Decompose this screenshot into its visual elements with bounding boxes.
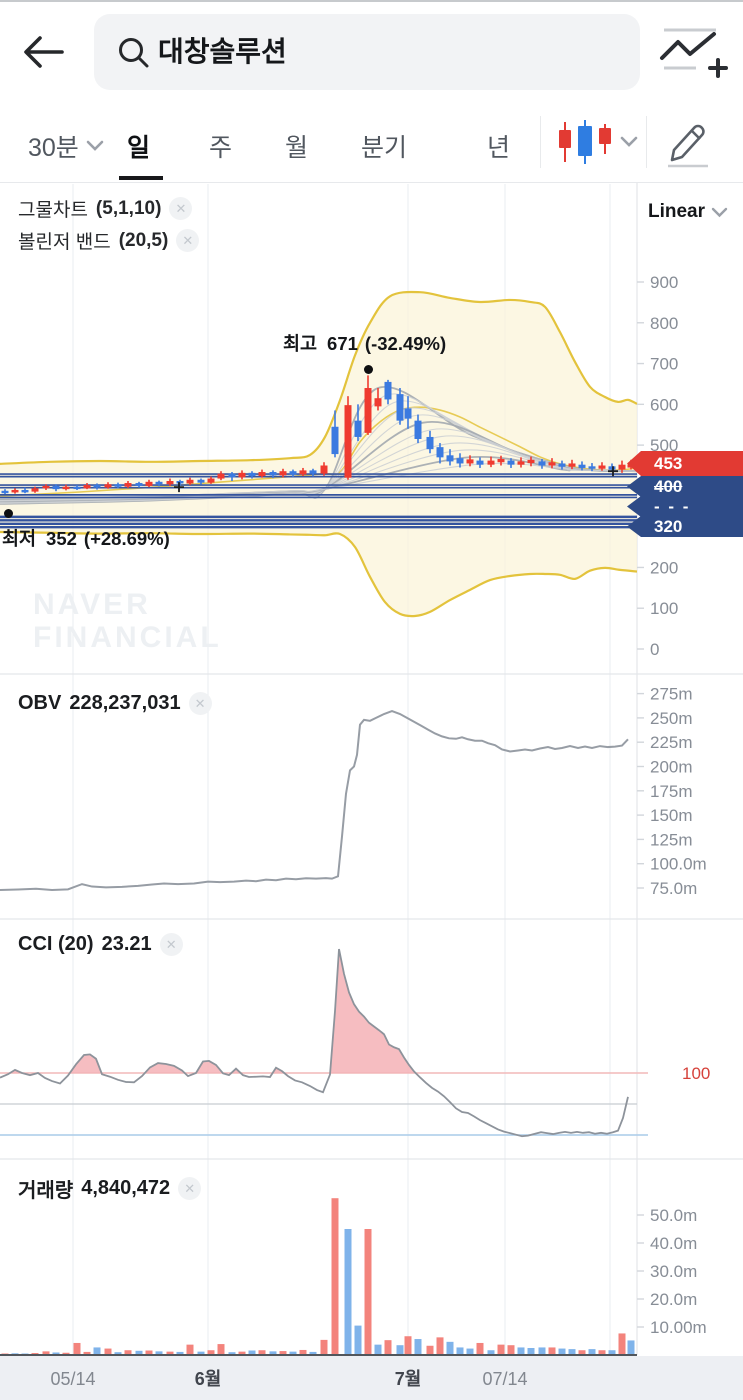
- volume-value: 4,840,472: [81, 1177, 171, 1199]
- svg-text:500: 500: [650, 436, 678, 455]
- high-point-dot: [364, 365, 373, 374]
- svg-text:07/14: 07/14: [482, 1369, 527, 1389]
- svg-text:175m: 175m: [650, 782, 693, 801]
- tab-weekly[interactable]: 주: [209, 134, 233, 162]
- tab-quarterly[interactable]: 분기: [361, 134, 408, 162]
- svg-text:600: 600: [650, 395, 678, 414]
- scale-selector-label: Linear: [648, 201, 706, 222]
- svg-text:700: 700: [650, 355, 678, 374]
- legend-net-chart-close-button[interactable]: ✕: [169, 197, 193, 220]
- pencil-icon: [668, 124, 708, 168]
- svg-text:75.0m: 75.0m: [650, 879, 697, 898]
- cci-value: 23.21: [101, 933, 152, 955]
- candlestick-icon: [559, 120, 638, 164]
- svg-text:275m: 275m: [650, 685, 693, 704]
- obv-close-button[interactable]: ✕: [188, 692, 212, 715]
- selected-tab-underline: [119, 176, 163, 180]
- cci-ref-line-label: 100: [682, 1064, 711, 1083]
- current-price-badge: 453: [627, 451, 743, 476]
- svg-text:225m: 225m: [650, 733, 693, 752]
- back-arrow-icon: [24, 36, 64, 68]
- svg-text:200m: 200m: [650, 758, 693, 777]
- svg-text:7월: 7월: [395, 1369, 422, 1389]
- high-annotation: 최고 671 (-32.49%): [283, 333, 447, 354]
- legend-bollinger-params: (20,5): [118, 229, 169, 251]
- svg-text:30.0m: 30.0m: [650, 1262, 697, 1281]
- candles-layer: [1, 375, 635, 495]
- legend-net-chart: 그물차트 (5,1,10) ✕: [18, 195, 193, 222]
- level-badge-dashes: - - -: [627, 496, 743, 517]
- volume-panel-title: 거래량 4,840,472 ✕: [18, 1174, 202, 1203]
- svg-text:20.0m: 20.0m: [650, 1290, 697, 1309]
- search-icon: [119, 38, 149, 68]
- volume-layer: 50.0m 40.0m 30.0m 20.0m 10.00m: [1, 1198, 707, 1355]
- divider: [540, 116, 541, 168]
- candle-style-button[interactable]: [554, 118, 640, 166]
- svg-text:6월: 6월: [195, 1369, 222, 1389]
- svg-text:0: 0: [650, 640, 659, 659]
- back-button[interactable]: [18, 26, 70, 78]
- svg-text:10.00m: 10.00m: [650, 1318, 707, 1337]
- svg-text:800: 800: [650, 314, 678, 333]
- legend-net-chart-params: (5,1,10): [95, 197, 162, 219]
- search-value: 대창솔루션: [158, 36, 287, 67]
- obv-layer: 275m 250m 225m 200m 175m 150m 125m 100.0m 75.0m: [0, 685, 707, 898]
- header: 대창솔루션: [0, 2, 743, 102]
- svg-text:05/14: 05/14: [50, 1369, 95, 1389]
- svg-text:125m: 125m: [650, 830, 693, 849]
- chevron-down-icon: [86, 140, 104, 151]
- svg-text:150m: 150m: [650, 806, 693, 825]
- svg-text:100.0m: 100.0m: [650, 855, 707, 874]
- cci-panel-title: CCI (20) 23.21 ✕: [18, 933, 183, 956]
- svg-text:200: 200: [650, 558, 678, 577]
- obv-value: 228,237,031: [69, 692, 181, 714]
- main-y-axis: 900 800 700 600 500 200 100 0: [637, 273, 678, 659]
- level-badge-320: 320: [627, 516, 743, 537]
- obv-panel-title: OBV 228,237,031 ✕: [18, 692, 212, 715]
- period-dropdown-label: 30분: [28, 134, 79, 162]
- watermark: NAVER FINANCIAL: [33, 588, 222, 654]
- svg-text:100: 100: [650, 599, 678, 618]
- low-point-dot: [4, 509, 13, 518]
- obv-label: OBV: [18, 692, 62, 714]
- svg-text:40.0m: 40.0m: [650, 1234, 697, 1253]
- cci-label: CCI (20): [18, 933, 94, 955]
- draw-button[interactable]: [660, 116, 716, 170]
- low-annotation: 최저 352 (+28.69%): [2, 528, 170, 549]
- volume-label: 거래량: [18, 1180, 74, 1202]
- legend-bollinger: 볼린저 밴드 (20,5) ✕: [18, 227, 200, 254]
- tab-monthly[interactable]: 월: [285, 134, 309, 162]
- period-dropdown[interactable]: 30분: [28, 128, 104, 164]
- support-lines-layer: [0, 473, 637, 529]
- svg-text:900: 900: [650, 273, 678, 292]
- legend-net-chart-label: 그물차트: [18, 200, 88, 221]
- scale-selector[interactable]: Linear: [648, 201, 728, 223]
- add-indicator-button[interactable]: [652, 24, 728, 82]
- cci-close-button[interactable]: ✕: [159, 933, 183, 956]
- cci-layer: [0, 948, 648, 1138]
- tab-yearly[interactable]: 년: [487, 134, 511, 162]
- level-badge-400: 400: [627, 476, 743, 497]
- chevron-down-icon: [711, 207, 728, 217]
- tab-daily[interactable]: 일: [127, 134, 151, 162]
- add-chart-icon: [660, 28, 728, 78]
- tabbar: 30분 일 주 월 분기 년: [0, 102, 743, 183]
- svg-text:250m: 250m: [650, 709, 693, 728]
- legend-bollinger-close-button[interactable]: ✕: [176, 229, 200, 252]
- legend-bollinger-label: 볼린저 밴드: [18, 232, 111, 253]
- volume-close-button[interactable]: ✕: [178, 1177, 202, 1200]
- svg-text:50.0m: 50.0m: [650, 1206, 697, 1225]
- divider: [646, 116, 647, 168]
- x-axis-band: 05/14 6월 7월 07/14: [0, 1354, 743, 1400]
- search-input[interactable]: 대창솔루션: [94, 14, 640, 90]
